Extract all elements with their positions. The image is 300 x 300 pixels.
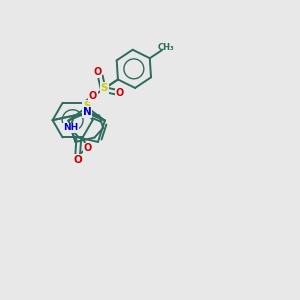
Text: NH: NH	[63, 123, 78, 132]
Text: O: O	[84, 143, 92, 153]
Text: S: S	[101, 83, 108, 93]
Text: S: S	[83, 101, 90, 111]
Text: O: O	[116, 88, 124, 98]
Text: CH₃: CH₃	[158, 43, 174, 52]
Text: O: O	[93, 68, 101, 77]
Text: O: O	[73, 155, 82, 165]
Text: N: N	[82, 107, 91, 117]
Text: O: O	[89, 91, 97, 101]
